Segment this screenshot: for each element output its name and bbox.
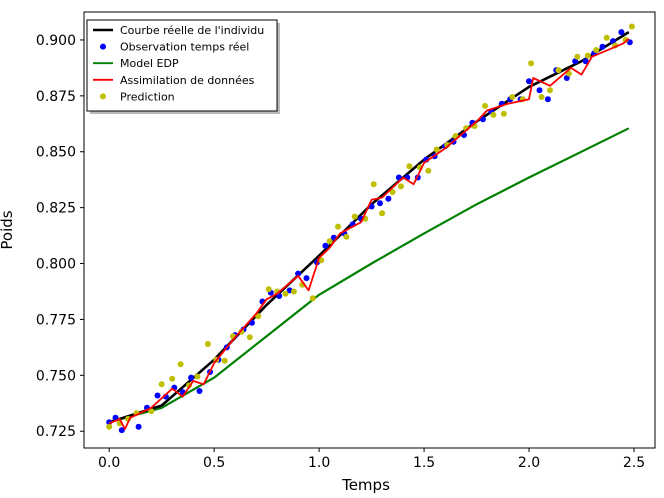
y-tick-label: 0.800: [36, 257, 76, 273]
data-point-prediction: [398, 183, 404, 190]
y-tick-label: 0.775: [36, 312, 76, 328]
data-point-observation-temps-reel: [276, 293, 283, 299]
plot-frame: [83, 11, 656, 449]
data-point-prediction: [389, 189, 396, 195]
data-point-observation-temps-reel: [188, 374, 195, 381]
data-point-prediction: [482, 102, 488, 109]
y-tick-label: 0.725: [36, 424, 76, 440]
data-point-observation-temps-reel: [118, 427, 125, 434]
y-axis-label: Poids: [0, 210, 16, 249]
data-point-prediction: [221, 357, 228, 364]
data-point-prediction: [379, 210, 386, 217]
data-point-prediction: [555, 67, 562, 74]
data-point-prediction: [528, 60, 535, 67]
data-point-prediction: [490, 111, 497, 118]
data-point-prediction: [246, 334, 253, 341]
data-point-observation-temps-reel: [536, 87, 543, 94]
data-point-observation-temps-reel: [618, 29, 625, 36]
data-point-prediction: [574, 53, 581, 60]
data-point-prediction: [106, 423, 113, 430]
data-point-prediction: [282, 290, 289, 297]
data-point-prediction: [343, 233, 350, 240]
data-point-observation-temps-reel: [544, 96, 551, 103]
data-point-prediction: [255, 313, 262, 320]
data-point-observation-temps-reel: [479, 116, 486, 123]
x-tick-label: 0.0: [98, 455, 120, 471]
legend-label: Courbe réelle de l'individu: [120, 24, 264, 37]
data-point-observation-temps-reel: [303, 275, 310, 282]
data-point-observation-temps-reel: [106, 419, 113, 426]
legend-label: Prediction: [120, 90, 175, 103]
x-tick-label: 2.5: [623, 455, 645, 471]
data-point-prediction: [593, 47, 600, 53]
data-point-observation-temps-reel: [135, 423, 142, 430]
data-point-prediction: [148, 408, 155, 415]
legend-swatch: [100, 43, 106, 50]
data-point-observation-temps-reel: [526, 78, 532, 85]
data-point-prediction: [584, 52, 591, 59]
data-point-observation-temps-reel: [572, 58, 579, 65]
data-point-prediction: [538, 94, 545, 100]
y-tick-label: 0.850: [36, 145, 76, 161]
legend-label: Observation temps réel: [120, 41, 249, 54]
data-point-prediction: [158, 381, 165, 388]
data-point-observation-temps-reel: [599, 43, 606, 50]
y-tick-label: 0.750: [36, 368, 76, 384]
data-point-prediction: [335, 223, 341, 230]
data-point-prediction: [194, 373, 201, 380]
data-point-prediction: [406, 163, 413, 170]
data-point-observation-temps-reel: [322, 242, 329, 249]
data-point-prediction: [628, 23, 635, 30]
x-tick-label: 1.5: [413, 455, 435, 471]
data-point-prediction: [370, 181, 377, 188]
x-tick-label: 1.0: [308, 455, 330, 471]
legend-swatch: [100, 93, 106, 100]
data-point-observation-temps-reel: [295, 270, 302, 277]
data-point-prediction: [433, 146, 440, 153]
data-point-observation-temps-reel: [196, 388, 203, 394]
data-point-observation-temps-reel: [582, 58, 589, 65]
data-point-prediction: [169, 375, 176, 382]
y-tick-label: 0.875: [36, 89, 76, 105]
series-line-assimilation-de-donnees: [108, 38, 630, 430]
data-point-prediction: [290, 288, 297, 295]
data-point-prediction: [265, 286, 272, 293]
data-point-prediction: [351, 213, 358, 220]
data-point-observation-temps-reel: [154, 392, 161, 399]
legend-box: [86, 19, 278, 112]
x-tick-label: 0.5: [203, 455, 225, 471]
chart-marks: [106, 23, 635, 434]
legend-label: Assimilation de données: [120, 74, 255, 87]
data-point-prediction: [177, 361, 184, 368]
data-point-observation-temps-reel: [563, 75, 570, 81]
data-point-observation-temps-reel: [385, 195, 392, 202]
data-point-prediction: [500, 110, 507, 117]
data-point-prediction: [309, 295, 316, 302]
data-point-prediction: [509, 94, 516, 100]
legend-label: Model EDP: [120, 57, 179, 70]
data-point-observation-temps-reel: [377, 200, 383, 207]
chart-axes: 0.0 0.5 1.0 1.5 2.0 2.5 0.725 0.750 0.775 0.800 0.…: [36, 33, 645, 471]
data-point-prediction: [326, 238, 333, 245]
y-tick-label: 0.900: [36, 33, 76, 49]
data-point-prediction: [204, 341, 211, 347]
data-point-prediction: [603, 34, 610, 41]
y-tick-label: 0.825: [36, 201, 76, 217]
x-tick-label: 2.0: [518, 455, 540, 471]
series-line-model-edp: [108, 127, 630, 424]
legend: Courbe réelle de l'individu Observation t…: [86, 19, 280, 114]
data-point-prediction: [547, 87, 553, 94]
data-point-prediction: [425, 167, 432, 174]
x-axis-label: Temps: [341, 476, 390, 494]
